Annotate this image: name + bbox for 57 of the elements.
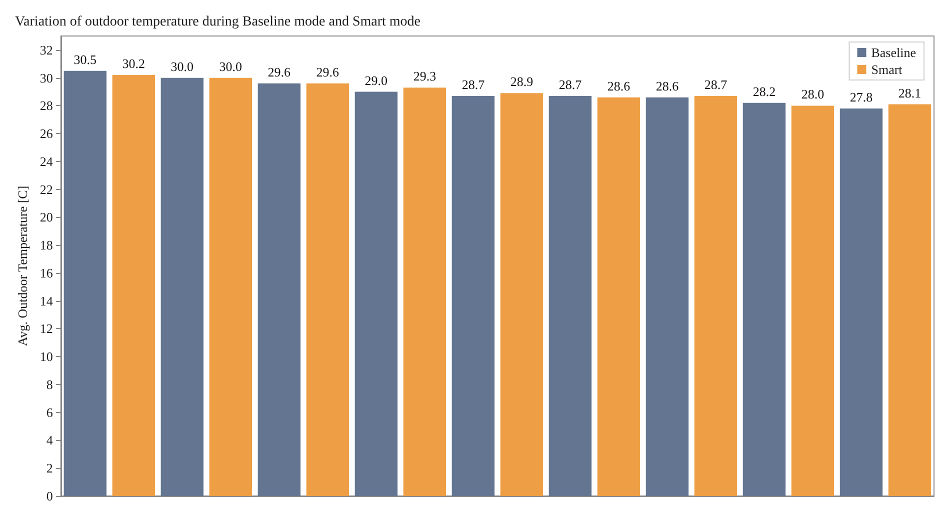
- data-label: 30.2: [122, 56, 146, 72]
- bar: [306, 83, 350, 496]
- data-label: 28.0: [801, 86, 824, 102]
- y-tick-label: 8: [46, 376, 53, 392]
- bar: [840, 108, 883, 496]
- bar: [500, 93, 544, 496]
- bar: [258, 83, 301, 496]
- bar: [548, 96, 592, 496]
- bar: [791, 106, 834, 496]
- legend-label: Smart: [871, 62, 903, 77]
- bar: [888, 104, 932, 496]
- data-label: 28.6: [607, 78, 631, 94]
- y-tick-label: 6: [46, 404, 54, 420]
- y-tick-label: 30: [40, 70, 53, 86]
- data-label: 28.7: [558, 76, 582, 92]
- bar: [209, 78, 252, 496]
- bar: [403, 88, 446, 496]
- data-label: 27.8: [850, 89, 873, 104]
- y-tick-label: 18: [40, 238, 53, 253]
- y-tick-label: 10: [40, 349, 53, 364]
- y-tick-label: 12: [40, 321, 53, 336]
- data-label: 29.6: [268, 64, 292, 80]
- data-label: 30.0: [219, 58, 242, 74]
- y-tick-label: 14: [40, 293, 54, 308]
- y-tick-label: 16: [40, 265, 54, 280]
- bar: [597, 97, 640, 496]
- y-tick-label: 4: [46, 432, 54, 448]
- y-tick-label: 20: [40, 210, 53, 225]
- bar: [160, 78, 204, 496]
- y-tick-label: 28: [40, 98, 53, 114]
- y-tick-label: 32: [40, 42, 53, 58]
- y-tick-label: 0: [46, 488, 53, 504]
- data-label: 28.1: [898, 85, 922, 100]
- bar: [646, 97, 689, 496]
- y-tick-label: 24: [40, 154, 54, 169]
- data-label: 28.2: [752, 84, 776, 99]
- data-label: 28.6: [656, 78, 680, 94]
- data-label: 28.7: [462, 76, 486, 92]
- data-label: 29.3: [413, 68, 436, 84]
- y-axis-title: Avg. Outdoor Temperature [C]: [15, 186, 30, 346]
- bar: [452, 96, 495, 496]
- bar: [694, 96, 738, 496]
- y-tick-label: 2: [46, 460, 53, 476]
- data-label: 30.5: [74, 52, 97, 67]
- data-label: 29.6: [316, 64, 340, 80]
- legend-label: Baseline: [871, 45, 916, 60]
- y-tick-label: 22: [40, 182, 53, 197]
- data-label: 28.7: [704, 76, 728, 92]
- data-label: 30.0: [170, 58, 194, 74]
- data-label: 29.0: [364, 72, 388, 88]
- bar: [742, 102, 786, 496]
- bar: [112, 75, 155, 496]
- bar: [64, 70, 106, 496]
- data-label: 28.9: [510, 74, 534, 90]
- chart-title: Variation of outdoor temperature during Baseline mode and Smart mode: [15, 14, 421, 30]
- y-tick-label: 26: [40, 126, 54, 142]
- bar: [354, 92, 398, 496]
